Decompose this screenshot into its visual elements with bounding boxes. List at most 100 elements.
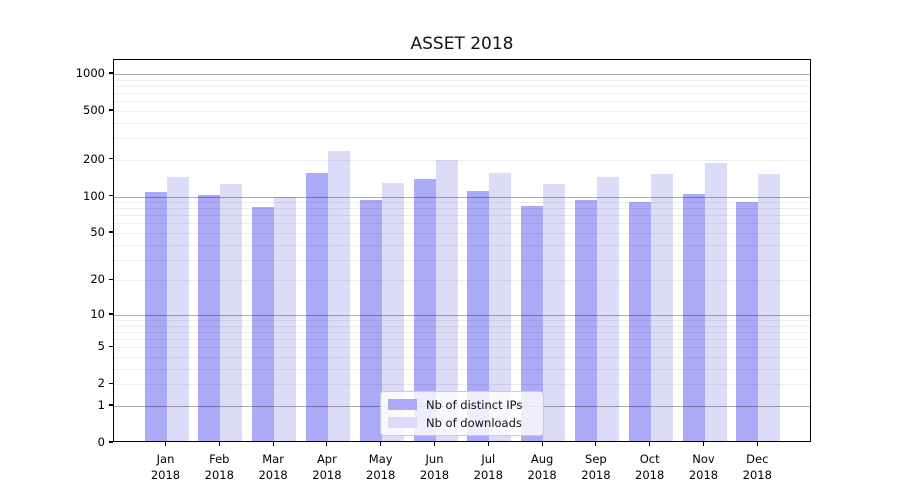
x-tick-mark-mar [272, 442, 274, 446]
bar-downloads-jun [435, 159, 458, 441]
y-tick-mark-1 [108, 404, 113, 406]
x-tick-mark-may [380, 442, 382, 446]
x-tick-year: 2018 [366, 468, 396, 482]
minor-gridline-400 [114, 122, 810, 124]
plot-area [113, 59, 811, 442]
x-tick-month: Aug [530, 452, 554, 466]
bar-downloads-dec [758, 174, 781, 441]
bar-downloads-jan [166, 176, 189, 441]
bar-distinct-ips-apr [305, 172, 328, 441]
major-gridline-1000 [114, 74, 810, 76]
y-tick-mark-50 [108, 231, 113, 233]
bar-distinct-ips-jul [467, 190, 490, 441]
legend-label-downloads: Nb of downloads [426, 415, 522, 430]
x-tick-month: Mar [262, 452, 284, 466]
x-tick-label-jun: Jun 2018 [405, 451, 465, 483]
y-tick-label-200: 200 [83, 151, 105, 166]
y-tick-label-500: 500 [83, 102, 105, 117]
x-tick-label-may: May 2018 [351, 451, 411, 483]
x-tick-label-sep: Sep 2018 [566, 451, 626, 483]
x-tick-year: 2018 [473, 468, 503, 482]
chart-title: ASSET 2018 [410, 34, 514, 54]
bar-distinct-ips-jan [144, 192, 167, 441]
minor-gridline-70 [114, 215, 810, 217]
minor-gridline-800 [114, 85, 810, 87]
x-tick-label-feb: Feb 2018 [189, 451, 249, 483]
legend: Nb of distinct IPs Nb of downloads [380, 391, 544, 436]
minor-gridline-2 [114, 384, 810, 386]
bar-distinct-ips-feb [198, 194, 221, 441]
minor-gridline-700 [114, 93, 810, 95]
x-tick-label-jan: Jan 2018 [136, 451, 196, 483]
minor-gridline-600 [114, 101, 810, 103]
bar-downloads-may [381, 183, 404, 441]
x-tick-month: Apr [316, 452, 337, 466]
legend-swatch-distinct-ips [388, 399, 417, 410]
y-tick-mark-10 [108, 313, 113, 315]
y-tick-mark-0 [108, 441, 113, 443]
x-tick-year: 2018 [635, 468, 665, 482]
x-tick-mark-apr [326, 442, 328, 446]
y-tick-label-1000: 1000 [75, 66, 105, 80]
y-tick-label-20: 20 [90, 272, 105, 287]
x-tick-month: Jul [481, 452, 496, 466]
y-tick-label-2: 2 [97, 376, 105, 391]
x-tick-mark-jun [433, 442, 436, 446]
y-tick-mark-5 [108, 345, 113, 347]
bar-downloads-nov [704, 162, 727, 441]
legend-swatch-downloads [388, 417, 417, 428]
x-tick-year: 2018 [419, 468, 450, 482]
y-tick-mark-500 [108, 109, 113, 111]
x-tick-year: 2018 [581, 468, 611, 482]
x-tick-month: May [368, 452, 393, 466]
minor-gridline-5 [114, 347, 810, 349]
legend-item-distinct-ips: Nb of distinct IPs [388, 398, 543, 412]
x-tick-year: 2018 [204, 468, 234, 482]
bar-downloads-apr [327, 150, 350, 441]
minor-gridline-50 [114, 232, 810, 234]
y-tick-mark-100 [108, 194, 113, 197]
bar-distinct-ips-oct [628, 201, 651, 441]
minor-gridline-30 [114, 259, 810, 261]
x-tick-month: Feb [209, 452, 230, 466]
bar-downloads-feb [220, 184, 243, 441]
x-tick-mark-sep [595, 442, 597, 446]
x-tick-year: 2018 [688, 468, 719, 482]
x-tick-year: 2018 [150, 468, 181, 482]
bar-downloads-mar [274, 197, 297, 441]
minor-gridline-3 [114, 368, 810, 370]
x-tick-label-aug: Aug 2018 [512, 451, 572, 483]
y-tick-mark-200 [108, 158, 113, 160]
minor-gridline-200 [114, 159, 810, 161]
y-tick-label-100: 100 [83, 188, 105, 203]
bar-distinct-ips-may [359, 199, 382, 441]
minor-gridline-80 [114, 208, 810, 210]
x-tick-mark-feb [218, 442, 220, 446]
minor-gridline-8 [114, 325, 810, 327]
bar-distinct-ips-mar [252, 206, 275, 441]
y-tick-label-5: 5 [97, 339, 105, 354]
bar-distinct-ips-aug [521, 205, 544, 441]
x-tick-year: 2018 [742, 468, 772, 482]
x-tick-month: Nov [692, 452, 715, 466]
y-tick-label-0: 0 [97, 435, 105, 449]
x-tick-mark-dec [756, 442, 758, 446]
x-tick-label-apr: Apr 2018 [297, 451, 357, 483]
legend-item-downloads: Nb of downloads [388, 416, 543, 430]
major-gridline-100 [114, 196, 810, 198]
minor-gridline-300 [114, 138, 810, 140]
y-tick-label-50: 50 [90, 224, 105, 239]
bar-downloads-sep [596, 177, 619, 441]
minor-gridline-500 [114, 110, 810, 112]
y-tick-mark-20 [108, 278, 113, 280]
x-tick-year: 2018 [258, 468, 288, 482]
minor-gridline-7 [114, 331, 810, 333]
x-tick-label-jul: Jul 2018 [458, 451, 518, 483]
minor-gridline-20 [114, 280, 810, 282]
x-tick-month: Oct [639, 452, 660, 466]
bar-downloads-aug [543, 183, 566, 441]
x-tick-mark-nov [702, 442, 705, 446]
minor-gridline-40 [114, 244, 810, 246]
x-tick-year: 2018 [312, 468, 342, 482]
